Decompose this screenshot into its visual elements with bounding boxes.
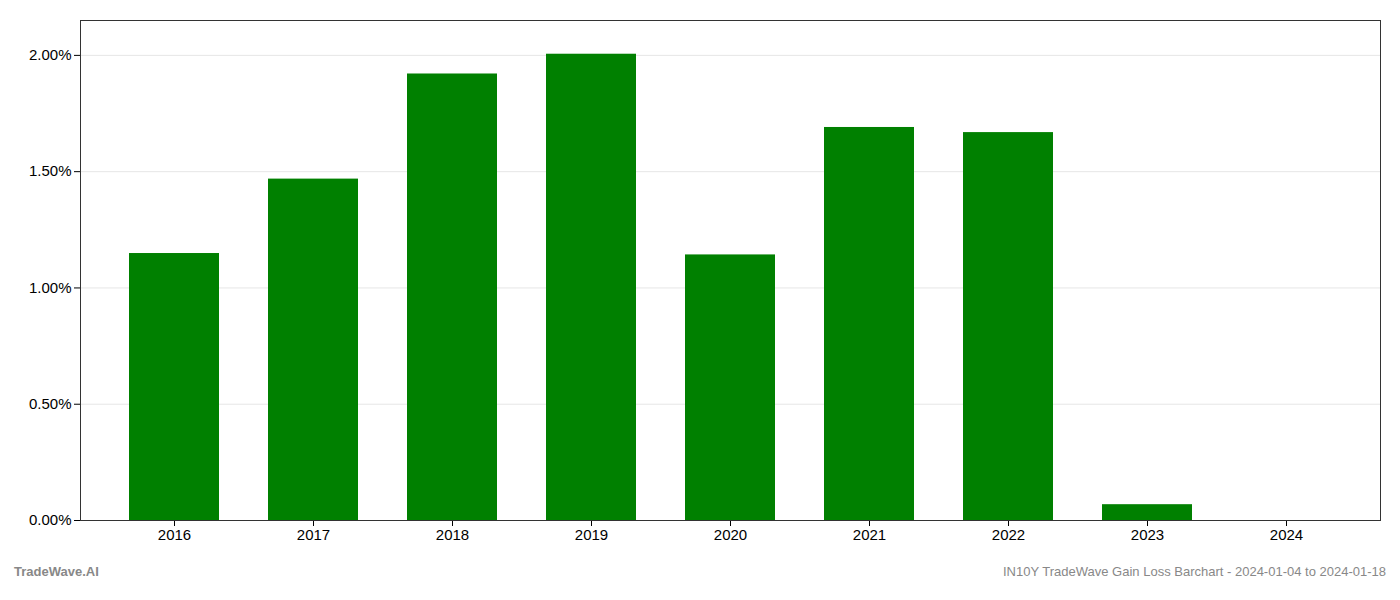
svg-text:1.50%: 1.50% xyxy=(29,162,72,179)
svg-text:2017: 2017 xyxy=(297,526,330,543)
html-text:IN10Y TradeWave Gain Loss Barc: IN10Y TradeWave Gain Loss Barchart - 202… xyxy=(1003,564,1386,579)
svg-text:0.50%: 0.50% xyxy=(29,395,72,412)
svg-text:1.00%: 1.00% xyxy=(29,279,72,296)
svg-text:2020: 2020 xyxy=(714,526,747,543)
svg-text:2019: 2019 xyxy=(575,526,608,543)
svg-text:2018: 2018 xyxy=(436,526,469,543)
svg-text:2.00%: 2.00% xyxy=(29,46,72,63)
svg-text:2016: 2016 xyxy=(158,526,191,543)
svg-text:0.00%: 0.00% xyxy=(29,511,72,528)
svg-text:2024: 2024 xyxy=(1270,526,1303,543)
svg-text:2021: 2021 xyxy=(853,526,886,543)
html-text:TradeWave.AI: TradeWave.AI xyxy=(14,564,99,579)
svg-text:2022: 2022 xyxy=(992,526,1025,543)
svg-text:2023: 2023 xyxy=(1131,526,1164,543)
